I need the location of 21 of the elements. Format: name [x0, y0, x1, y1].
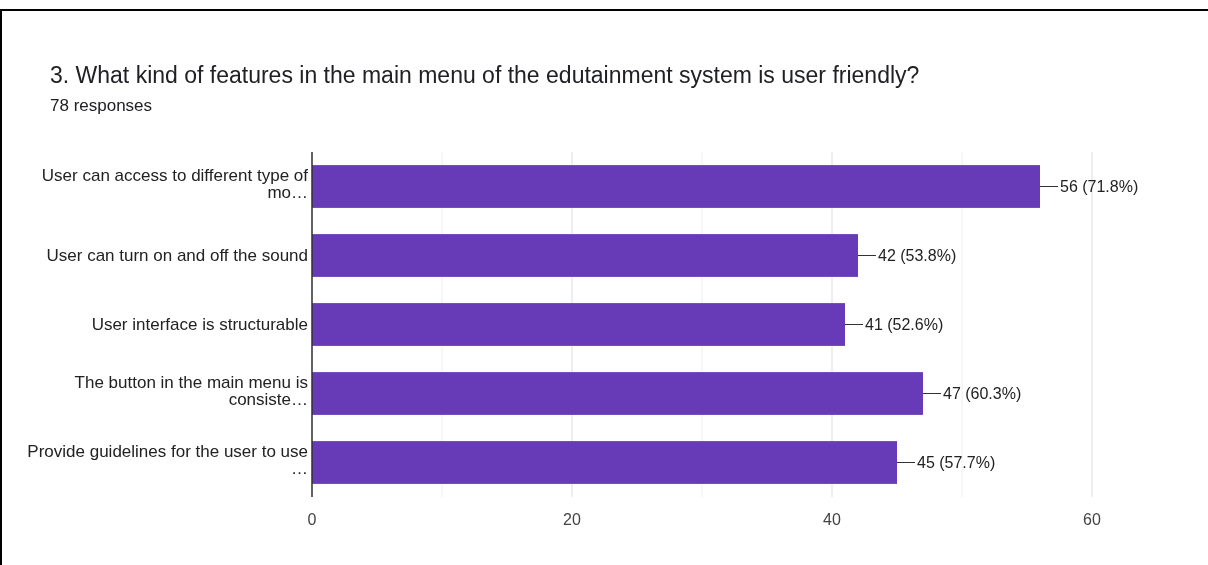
x-tick-label: 60: [1083, 511, 1101, 528]
bar: [312, 441, 897, 484]
text: 78 responses: [50, 96, 153, 115]
data-label: 42 (53.8%): [878, 247, 957, 265]
chart-title: 3. What kind of features in the main menu of the edutainment system is user friendly?: [50, 62, 920, 88]
x-tick-label: 20: [563, 511, 581, 528]
y-tick-label: User interface is structurable: [91, 315, 308, 335]
data-label: 45 (57.7%): [917, 454, 996, 472]
data-label: 56 (71.8%): [1060, 178, 1139, 196]
bar: [312, 303, 845, 346]
x-tick-label: 0: [307, 511, 317, 528]
y-tick-label: User can turn on and off the sound: [46, 246, 308, 266]
y-tick-label: User can access to different type of mo…: [41, 166, 309, 202]
x-tick-label: 40: [823, 511, 841, 528]
bar: [312, 234, 858, 277]
y-tick-label: Provide guidelines for the user to use …: [27, 442, 308, 478]
data-label: 41 (52.6%): [865, 316, 944, 334]
data-label: 47 (60.3%): [943, 385, 1022, 403]
y-tick-label: The button in the main menu is consiste…: [74, 373, 308, 409]
bar: [312, 372, 923, 415]
bar: [312, 165, 1040, 208]
